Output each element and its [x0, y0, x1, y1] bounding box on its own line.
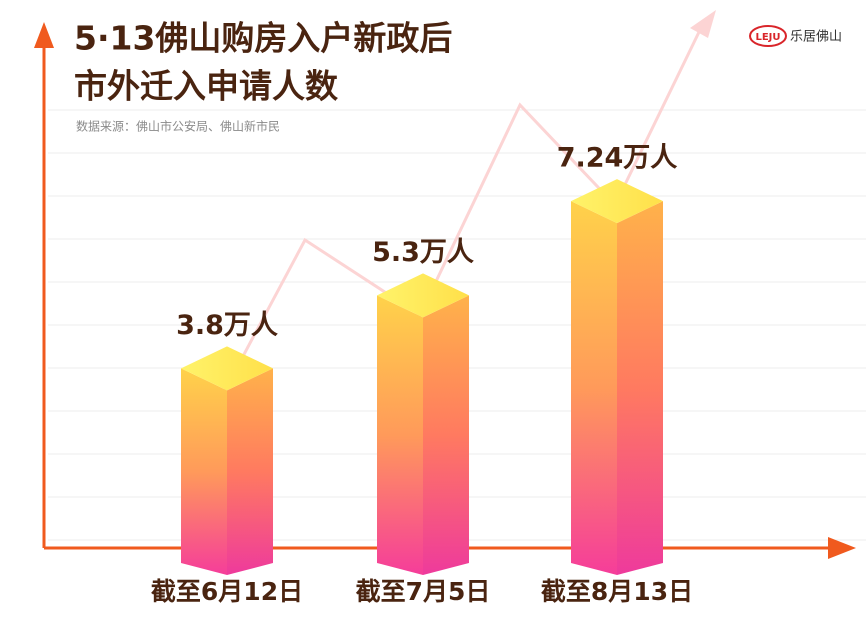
data-label: 7.24万人 [557, 143, 678, 174]
bar-front [571, 201, 617, 576]
logo: LEJU 乐居佛山 [749, 25, 842, 47]
y-axis-arrow [34, 22, 54, 48]
x-tick-label: 截至7月5日 [356, 577, 491, 606]
x-tick-label: 截至6月12日 [151, 577, 303, 606]
data-label: 3.8万人 [176, 310, 278, 341]
bar-front [181, 368, 227, 575]
trend-arrowhead [690, 10, 716, 38]
x-axis-arrow [828, 537, 856, 559]
bar-top [181, 346, 273, 391]
bar-side [423, 295, 469, 575]
data-label: 5.3万人 [372, 237, 474, 268]
bar-top [377, 273, 469, 318]
logo-name: 乐居佛山 [790, 30, 842, 45]
bar-side [617, 201, 663, 576]
chart-title: 5·13佛山购房入户新政后 [74, 19, 452, 58]
x-tick-label: 截至8月13日 [541, 577, 693, 606]
source: 数据来源：佛山市公安局、佛山新市民 [76, 119, 280, 134]
logo-mark: LEJU [755, 32, 780, 43]
bar-top [571, 179, 663, 224]
chart-title: 市外迁入申请人数 [74, 67, 339, 106]
bar-side [227, 368, 273, 575]
trend-arrow [223, 29, 702, 391]
bar-front [377, 295, 423, 575]
